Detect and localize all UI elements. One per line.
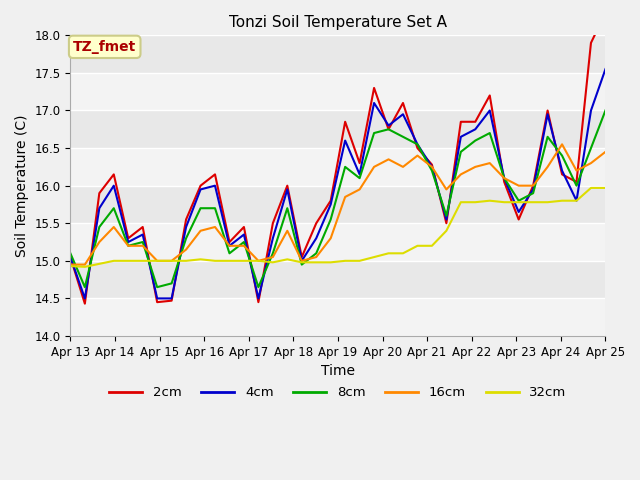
Bar xyxy=(70,223,605,261)
Text: TZ_fmet: TZ_fmet xyxy=(73,40,136,54)
X-axis label: Time: Time xyxy=(321,364,355,378)
Bar xyxy=(70,148,605,186)
Bar xyxy=(70,299,605,336)
Legend: 2cm, 4cm, 8cm, 16cm, 32cm: 2cm, 4cm, 8cm, 16cm, 32cm xyxy=(104,381,572,405)
Y-axis label: Soil Temperature (C): Soil Temperature (C) xyxy=(15,114,29,257)
Title: Tonzi Soil Temperature Set A: Tonzi Soil Temperature Set A xyxy=(229,15,447,30)
Bar xyxy=(70,73,605,110)
